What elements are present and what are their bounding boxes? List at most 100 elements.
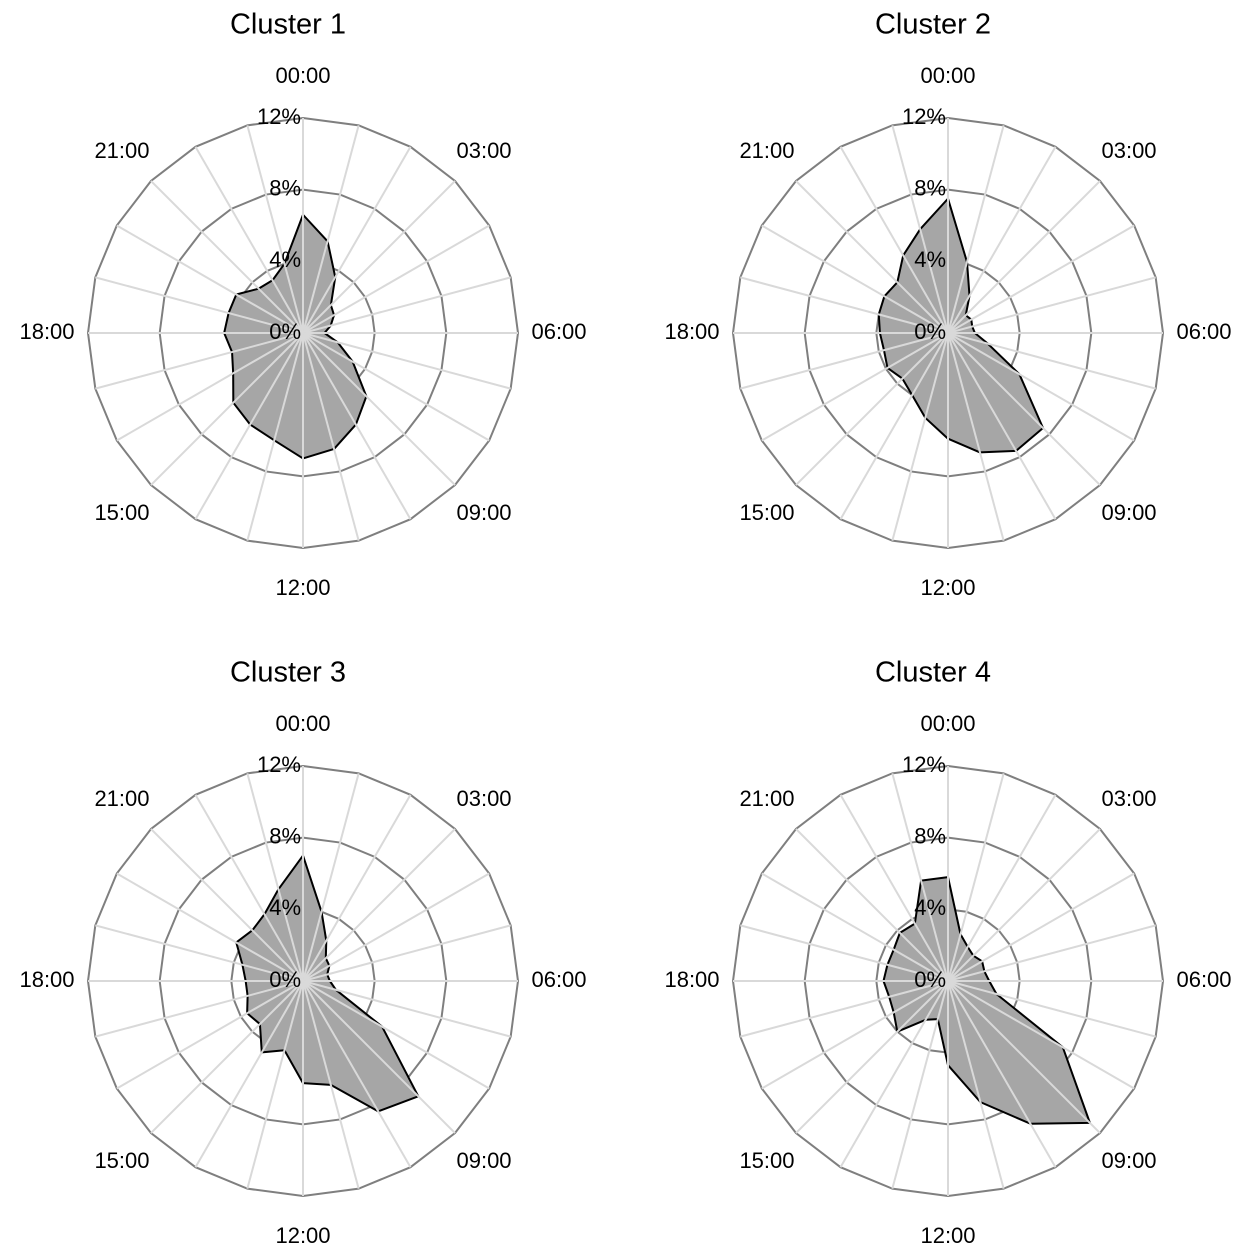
spoke [761,332,949,442]
spoke [302,872,490,982]
radar-chart: Cluster 1 00:00 03:00 06:00 09:00 12:00 15:00 1… [19,9,586,600]
category-label: 12:00 [920,575,975,600]
spoke [95,980,304,1038]
spoke [302,332,511,390]
spoke [95,332,304,390]
r-tick-label: 4% [269,247,301,272]
spoke [302,332,412,520]
category-label: 12:00 [275,1223,330,1248]
spoke [246,332,304,541]
spoke [302,332,456,486]
spoke [795,180,949,334]
spoke [302,146,412,334]
spoke [116,224,304,334]
category-label: 00:00 [275,711,330,736]
spoke [947,180,1101,334]
spoke [761,872,949,982]
category-label: 09:00 [456,500,511,525]
spoke [194,332,304,520]
spoke [891,980,949,1189]
spoke [795,332,949,486]
spoke [740,276,949,334]
spoke [891,125,949,334]
category-label: 12:00 [275,575,330,600]
spoke [740,924,949,982]
chart-title: Cluster 3 [230,657,346,689]
category-label: 18:00 [19,967,74,992]
r-tick-label: 4% [269,895,301,920]
spoke [761,980,949,1090]
spoke [947,332,1156,390]
category-label: 03:00 [456,786,511,811]
spoke [740,332,949,390]
spoke [302,332,360,541]
spoke [947,332,1057,520]
spoke [116,332,304,442]
r-tick-label: 4% [914,895,946,920]
spoke [302,980,456,1134]
spoke [302,180,456,334]
radar-chart: Cluster 3 00:00 03:00 06:00 09:00 12:00 15:00 1… [19,657,586,1248]
chart-title: Cluster 2 [875,9,991,41]
r-tick-label: 0% [914,319,946,344]
spoke [150,980,304,1134]
category-label: 00:00 [920,63,975,88]
spoke [95,276,304,334]
category-label: 15:00 [94,1148,149,1173]
r-tick-label: 0% [914,967,946,992]
category-label: 06:00 [1176,319,1231,344]
spoke [302,924,511,982]
spoke [302,980,412,1168]
spoke [839,332,949,520]
r-tick-label: 8% [269,823,301,848]
category-label: 00:00 [275,63,330,88]
category-label: 18:00 [664,319,719,344]
spoke [302,276,511,334]
category-label: 18:00 [19,319,74,344]
r-tick-label: 12% [257,104,301,129]
spoke [947,924,1156,982]
category-label: 15:00 [739,500,794,525]
spoke [116,872,304,982]
r-tick-label: 4% [914,247,946,272]
spoke [302,224,490,334]
category-label: 09:00 [456,1148,511,1173]
spoke [891,332,949,541]
spoke [947,773,1005,982]
r-tick-label: 8% [914,823,946,848]
category-label: 15:00 [739,1148,794,1173]
spoke [150,180,304,334]
category-label: 09:00 [1101,1148,1156,1173]
spoke [795,980,949,1134]
r-tick-label: 12% [902,752,946,777]
spoke [839,794,949,982]
spoke [150,332,304,486]
chart-title: Cluster 1 [230,9,346,41]
category-label: 15:00 [94,500,149,525]
spoke [947,980,1156,1038]
radar-chart: Cluster 2 00:00 03:00 06:00 09:00 12:00 15:00 1… [664,9,1231,600]
category-label: 21:00 [739,786,794,811]
spoke [246,773,304,982]
spoke [839,146,949,334]
r-tick-label: 12% [902,104,946,129]
spoke [302,980,360,1189]
spoke [194,146,304,334]
spoke [947,332,1135,442]
spoke [95,924,304,982]
spoke [246,980,304,1189]
spoke [795,828,949,982]
spoke [761,224,949,334]
category-label: 12:00 [920,1223,975,1248]
spoke [194,980,304,1168]
category-label: 06:00 [531,319,586,344]
r-tick-label: 12% [257,752,301,777]
spoke [947,872,1135,982]
category-label: 21:00 [94,138,149,163]
spoke [740,980,949,1038]
spoke [947,828,1101,982]
spoke [947,125,1005,334]
category-label: 00:00 [920,711,975,736]
r-tick-label: 0% [269,967,301,992]
